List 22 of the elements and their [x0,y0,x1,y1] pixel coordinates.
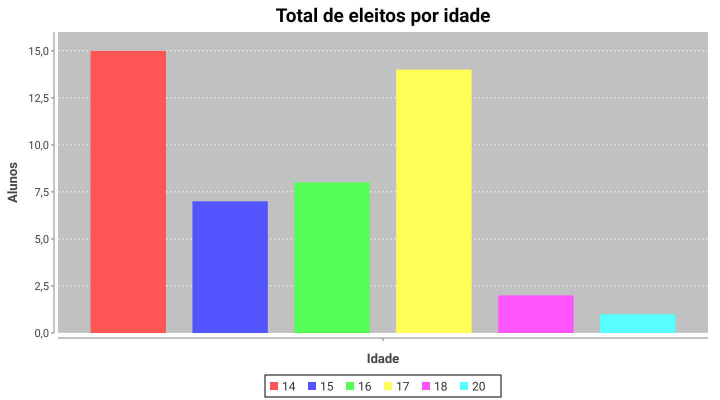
y-tick-label: 7,5 [34,186,49,199]
x-axis-title: Idade [366,352,400,367]
bar [192,201,268,333]
bar [498,295,574,333]
legend-label: 16 [358,380,372,394]
y-tick-label: 0,0 [34,327,49,340]
y-tick-label: 12,5 [28,92,49,105]
y-tick-label: 2,5 [34,280,49,293]
bar [294,182,370,333]
legend-label: 20 [472,380,486,394]
legend-label: 15 [320,380,334,394]
legend-label: 17 [396,380,410,394]
bar [90,50,166,333]
bar [600,314,676,333]
y-tick-label: 15,0 [28,44,49,58]
y-tick-label: 10,0 [28,138,49,152]
y-tick-label: 5,0 [34,232,49,246]
y-axis-title: Alunos [6,162,21,203]
legend-label: 18 [434,380,448,394]
legend-label: 14 [282,380,296,394]
chart-title: Total de eleitos por idade [276,4,490,27]
bar [396,70,472,333]
